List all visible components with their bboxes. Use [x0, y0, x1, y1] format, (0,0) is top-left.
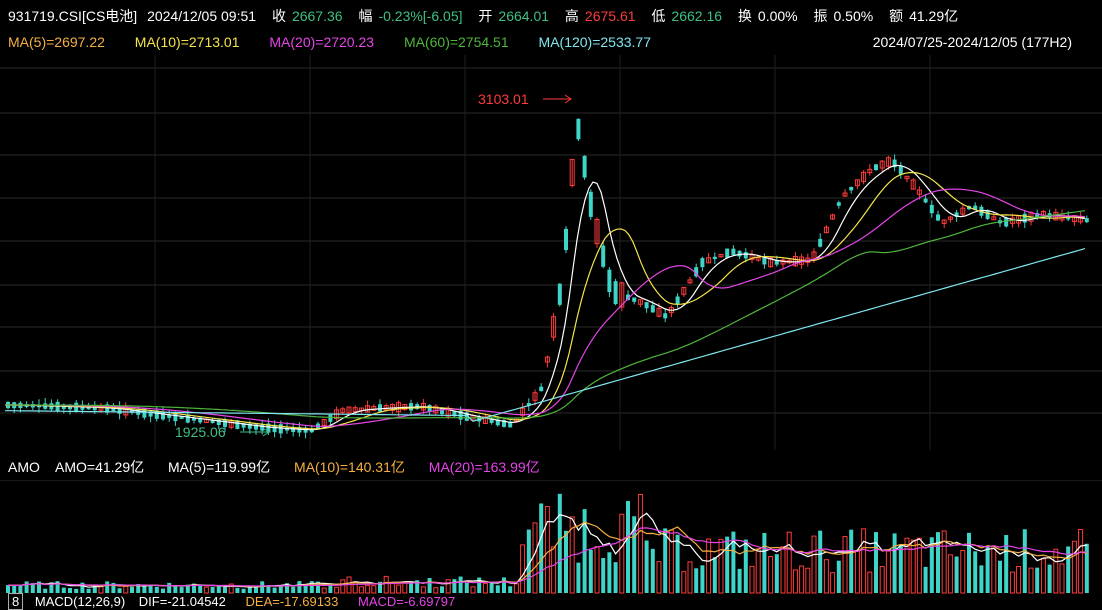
candlestick-chart[interactable]: 3103.01 1925.06	[0, 55, 1102, 450]
ma60-label: MA(60)=2754.51	[403, 34, 509, 50]
amplitude-value: 0.50%	[833, 8, 874, 24]
macd-dea: DEA=-17.69133	[245, 594, 339, 609]
low-value: 2662.16	[671, 8, 723, 24]
ma20-label: MA(20)=2720.23	[269, 34, 375, 50]
low-label: 低	[651, 8, 666, 24]
amo-legend: AMO AMO=41.29亿 MA(5)=119.99亿 MA(10)=140.…	[8, 457, 546, 477]
ma5-label: MA(5)=2697.22	[8, 34, 105, 50]
change-value: -0.23%[-6.05]	[378, 8, 463, 24]
macd-badge[interactable]: 8	[8, 593, 24, 610]
amo-ma5: MA(5)=119.99亿	[168, 459, 271, 475]
amplitude-label: 振	[813, 8, 828, 24]
amount-value: 41.29亿	[909, 8, 959, 24]
amo-title[interactable]: AMO	[8, 459, 40, 475]
open-label: 开	[478, 8, 493, 24]
date-range: 2024/07/25-2024/12/05 (177H2)	[872, 34, 1072, 50]
high-value: 2675.61	[584, 8, 636, 24]
amo-value: AMO=41.29亿	[55, 459, 145, 475]
close-label: 收	[271, 8, 286, 24]
quote-datetime: 2024/12/05 09:51	[147, 8, 257, 24]
open-value: 2664.01	[498, 8, 550, 24]
amount-label: 额	[889, 8, 904, 24]
high-label: 高	[564, 8, 579, 24]
change-label: 幅	[358, 8, 373, 24]
quote-header: 931719.CSI[CS电池] 2024/12/05 09:51 收 2667.…	[8, 6, 964, 26]
turnover-value: 0.00%	[757, 8, 798, 24]
macd-dif: DIF=-21.04542	[138, 594, 226, 609]
security-code[interactable]: 931719.CSI[CS电池]	[8, 8, 138, 24]
high-annotation: 3103.01	[478, 91, 529, 107]
amo-ma10: MA(10)=140.31亿	[293, 459, 405, 475]
macd-value: MACD=-6.69797	[358, 594, 456, 609]
volume-chart[interactable]	[0, 480, 1102, 595]
amo-ma20: MA(20)=163.99亿	[428, 459, 540, 475]
ma10-label: MA(10)=2713.01	[134, 34, 240, 50]
macd-title: MACD(12,26,9)	[34, 594, 126, 609]
close-value: 2667.36	[291, 8, 343, 24]
low-annotation: 1925.06	[175, 424, 226, 440]
macd-legend: 8 MACD(12,26,9) DIF=-21.04542 DEA=-17.69…	[8, 593, 461, 610]
ma-legend: MA(5)=2697.22 MA(10)=2713.01 MA(20)=2720…	[8, 34, 657, 50]
ma120-label: MA(120)=2533.77	[538, 34, 651, 50]
turnover-label: 换	[737, 8, 752, 24]
